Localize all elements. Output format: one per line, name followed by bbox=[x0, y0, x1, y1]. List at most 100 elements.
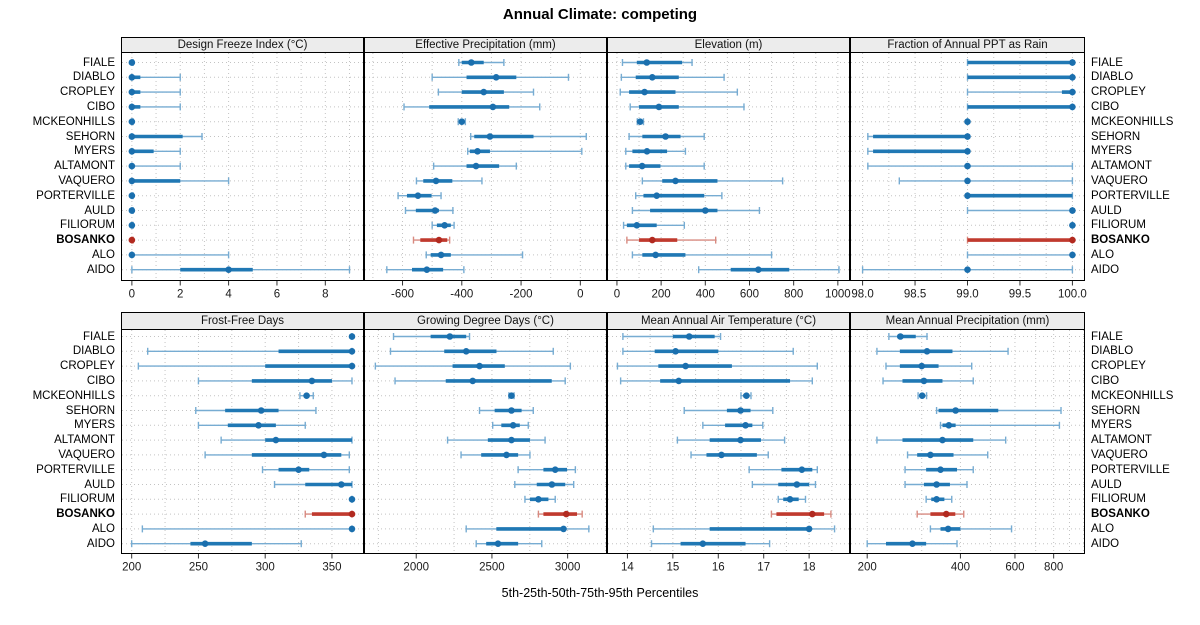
whisker-myers-mean-annual-precipitation-mm bbox=[939, 421, 1061, 429]
whisker-sehorn-effective-precipitation-mm bbox=[469, 133, 587, 140]
tick-label: 0 bbox=[577, 289, 583, 301]
tick-label: 99.0 bbox=[956, 289, 978, 301]
whisker-filiorum-elevation-m bbox=[622, 221, 686, 229]
whisker-auld-fraction-of-annual-ppt-as-rain bbox=[966, 207, 1076, 214]
tick-label: 98.0 bbox=[851, 289, 873, 301]
whisker-vaquero-design-freeze-index-c bbox=[128, 177, 230, 185]
x-axis-effective-precipitation-mm: -600 -400 -200 0 bbox=[391, 281, 584, 301]
panel-strip-mean-annual-air-temperature-c: Mean Annual Air Temperature (°C) bbox=[607, 312, 850, 330]
whisker-myers-fraction-of-annual-ppt-as-rain bbox=[867, 147, 971, 155]
whisker-filiorum-growing-degree-days-c bbox=[524, 495, 556, 503]
tick-label: 4 bbox=[225, 289, 232, 301]
site-label-left-aido: AIDO bbox=[86, 263, 115, 276]
site-label-right-diablo: DIABLO bbox=[1091, 71, 1134, 84]
whisker-mckeonhills-growing-degree-days-c bbox=[508, 392, 515, 400]
whisker-diablo-elevation-m bbox=[620, 73, 725, 81]
tick-label: -200 bbox=[510, 289, 533, 301]
whisker-filiorum-fraction-of-annual-ppt-as-rain bbox=[1069, 221, 1076, 229]
site-label-right-myers: MYERS bbox=[1091, 419, 1132, 432]
whisker-aido-growing-degree-days-c bbox=[475, 540, 543, 548]
site-label-right-auld: AULD bbox=[1091, 478, 1122, 491]
whisker-fiale-frost-free-days bbox=[348, 333, 356, 340]
site-label-left-vaquero: VAQUERO bbox=[58, 174, 115, 187]
whisker-porterville-frost-free-days bbox=[261, 466, 351, 474]
panel-title: Mean Annual Precipitation (mm) bbox=[885, 315, 1050, 327]
tick-label: 0 bbox=[614, 289, 620, 301]
whisker-mckeonhills-mean-annual-precipitation-mm bbox=[917, 392, 928, 400]
whisker-vaquero-fraction-of-annual-ppt-as-rain bbox=[898, 177, 1074, 185]
x-axis-mean-annual-air-temperature-c: 14 15 16 17 18 bbox=[621, 554, 816, 574]
site-label-left-aido: AIDO bbox=[86, 537, 115, 550]
whisker-aido-effective-precipitation-mm bbox=[386, 266, 465, 274]
site-label-right-vaquero: VAQUERO bbox=[1091, 448, 1148, 461]
site-label-right-bosanko: BOSANKO bbox=[1091, 234, 1150, 247]
site-label-right-bosanko: BOSANKO bbox=[1091, 508, 1150, 521]
panel-plot-mean-annual-precipitation-mm: 200 400 600 800 bbox=[850, 329, 1085, 574]
tick-label: 800 bbox=[1044, 562, 1063, 574]
panel-plot-growing-degree-days-c: 2000 2500 3000 bbox=[364, 329, 607, 574]
whisker-aido-mean-annual-precipitation-mm bbox=[866, 540, 958, 548]
whisker-aido-frost-free-days bbox=[130, 540, 302, 548]
whisker-cibo-growing-degree-days-c bbox=[394, 377, 566, 385]
whisker-fiale-design-freeze-index-c bbox=[128, 59, 136, 66]
whisker-diablo-frost-free-days bbox=[147, 347, 356, 355]
whisker-myers-growing-degree-days-c bbox=[491, 421, 529, 429]
whisker-sehorn-frost-free-days bbox=[195, 407, 317, 414]
panel-plot-design-freeze-index-c: 0 2 4 6 8 bbox=[121, 52, 364, 301]
tick-label: 400 bbox=[951, 562, 970, 574]
panel-strip-frost-free-days: Frost-Free Days bbox=[121, 312, 364, 330]
site-label-right-fiale: FIALE bbox=[1091, 56, 1123, 69]
whisker-sehorn-mean-annual-precipitation-mm bbox=[935, 407, 1062, 414]
site-label-right-aido: AIDO bbox=[1091, 537, 1120, 550]
tick-label: 6 bbox=[274, 289, 280, 301]
whisker-alo-mean-annual-precipitation-mm bbox=[929, 525, 1013, 533]
whisker-fiale-growing-degree-days-c bbox=[392, 333, 471, 340]
whisker-bosanko-frost-free-days bbox=[304, 510, 356, 518]
whisker-sehorn-elevation-m bbox=[628, 133, 705, 140]
panel-title: Frost-Free Days bbox=[200, 315, 285, 327]
whisker-fiale-elevation-m bbox=[621, 59, 693, 66]
whisker-porterville-elevation-m bbox=[635, 192, 723, 200]
site-label-right-vaquero: VAQUERO bbox=[1091, 174, 1148, 187]
whisker-alo-mean-annual-air-temperature-c bbox=[652, 525, 836, 533]
whisker-vaquero-frost-free-days bbox=[204, 451, 351, 459]
whisker-altamont-effective-precipitation-mm bbox=[432, 162, 518, 170]
whisker-myers-mean-annual-air-temperature-c bbox=[702, 421, 764, 429]
panel-strip-mean-annual-precipitation-mm: Mean Annual Precipitation (mm) bbox=[850, 312, 1085, 330]
whisker-cibo-mean-annual-precipitation-mm bbox=[882, 377, 974, 385]
tick-label: 18 bbox=[803, 562, 816, 574]
site-label-right-alo: ALO bbox=[1091, 248, 1115, 261]
site-label-left-cibo: CIBO bbox=[86, 100, 115, 113]
site-label-right-mckeonhills: MCKEONHILLS bbox=[1091, 389, 1174, 402]
panel-title: Fraction of Annual PPT as Rain bbox=[887, 39, 1048, 51]
site-label-left-auld: AULD bbox=[84, 478, 115, 491]
whisker-filiorum-effective-precipitation-mm bbox=[431, 221, 455, 229]
whisker-diablo-fraction-of-annual-ppt-as-rain bbox=[966, 73, 1076, 81]
site-label-right-sehorn: SEHORN bbox=[1091, 130, 1141, 143]
whisker-cibo-effective-precipitation-mm bbox=[403, 103, 541, 111]
tick-label: 16 bbox=[712, 562, 725, 574]
tick-label: 350 bbox=[322, 562, 341, 574]
x-axis-growing-degree-days-c: 2000 2500 3000 bbox=[403, 554, 580, 574]
whisker-cropley-elevation-m bbox=[619, 88, 739, 96]
panel-strip-fraction-of-annual-ppt-as-rain: Fraction of Annual PPT as Rain bbox=[850, 37, 1085, 53]
x-axis-title: 5th-25th-50th-75th-95th Percentiles bbox=[501, 586, 699, 600]
whisker-bosanko-mean-annual-air-temperature-c bbox=[770, 510, 832, 518]
panel-plot-mean-annual-air-temperature-c: 14 15 16 17 18 bbox=[607, 329, 850, 574]
whisker-bosanko-growing-degree-days-c bbox=[537, 510, 583, 518]
whisker-cibo-fraction-of-annual-ppt-as-rain bbox=[966, 103, 1076, 111]
whisker-cropley-design-freeze-index-c bbox=[128, 88, 181, 96]
whisker-alo-design-freeze-index-c bbox=[128, 251, 230, 259]
whisker-altamont-frost-free-days bbox=[220, 436, 353, 444]
whisker-alo-elevation-m bbox=[631, 251, 773, 259]
whisker-altamont-mean-annual-air-temperature-c bbox=[676, 436, 786, 444]
tick-label: 100.0 bbox=[1058, 289, 1087, 301]
site-label-right-fiale: FIALE bbox=[1091, 330, 1123, 343]
site-label-right-cibo: CIBO bbox=[1091, 100, 1120, 113]
tick-label: 200 bbox=[122, 562, 141, 574]
x-axis-frost-free-days: 200 250 300 350 bbox=[122, 554, 342, 574]
whisker-aido-mean-annual-air-temperature-c bbox=[650, 540, 771, 548]
whisker-alo-growing-degree-days-c bbox=[465, 525, 590, 533]
site-label-left-myers: MYERS bbox=[74, 419, 115, 432]
